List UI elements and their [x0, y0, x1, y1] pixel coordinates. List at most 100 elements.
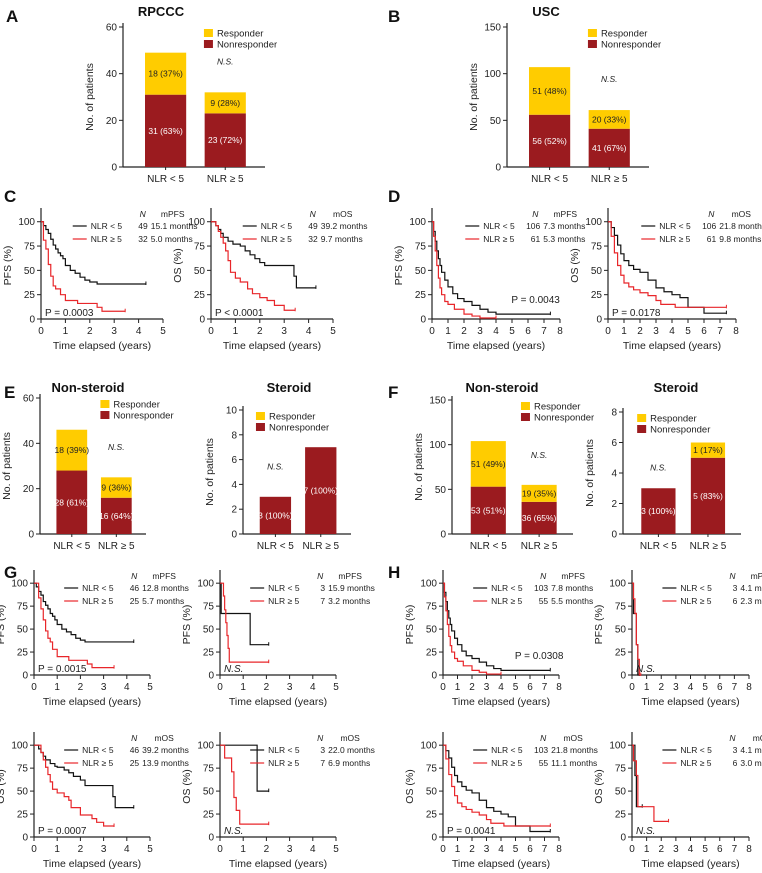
- x-tick-label: NLR ≥ 5: [98, 541, 135, 552]
- y-axis-label: No. of patients: [468, 63, 480, 131]
- y-tick-label: 60: [106, 23, 118, 34]
- nlr-high-survival-curve: [443, 744, 551, 827]
- bar-data-label: 41 (67%): [592, 143, 627, 153]
- nonresponder-bar: [529, 114, 571, 167]
- x-tick-label: 0: [440, 682, 446, 693]
- responder-bar: [56, 429, 88, 471]
- legend-n: 3: [320, 745, 325, 755]
- legend-label: NLR < 5: [268, 745, 300, 755]
- x-tick-label: 4: [493, 326, 499, 337]
- y-tick-label: 150: [429, 396, 446, 407]
- y-tick-label: 0: [208, 671, 214, 682]
- legend-label: Nonresponder: [534, 413, 594, 424]
- y-tick-label: 0: [620, 833, 626, 844]
- y-tick-label: 0: [431, 833, 437, 844]
- legend-median: 4.1 months: [740, 745, 762, 755]
- y-axis-label: PFS (%): [181, 605, 193, 645]
- y-axis-label: No. of patients: [204, 438, 216, 506]
- x-axis-label: Time elapsed (years): [229, 858, 327, 870]
- significance-annotation: N.S.: [531, 450, 548, 460]
- nlr-low-survival-curve: [220, 744, 269, 792]
- y-tick-label: 50: [24, 266, 36, 277]
- x-axis-label: Time elapsed (years): [53, 340, 151, 352]
- x-tick-label: NLR < 5: [147, 174, 184, 185]
- x-tick-label: 1: [240, 844, 246, 855]
- legend-label: NLR ≥ 5: [491, 596, 522, 606]
- bar-data-label: 51 (49%): [471, 459, 506, 469]
- y-axis-label: PFS (%): [404, 605, 416, 645]
- y-tick-label: 0: [231, 530, 237, 541]
- y-tick-label: 75: [17, 764, 29, 775]
- y-tick-label: 25: [24, 290, 36, 301]
- x-tick-label: 2: [469, 682, 475, 693]
- y-tick-label: 50: [426, 787, 438, 798]
- x-tick-label: 6: [717, 844, 723, 855]
- y-tick-label: 75: [203, 764, 215, 775]
- x-tick-label: 1: [240, 682, 246, 693]
- y-tick-label: 50: [615, 787, 627, 798]
- y-axis-label: OS (%): [172, 248, 184, 282]
- y-axis-label: No. of patients: [584, 439, 596, 507]
- legend-n: 103: [534, 583, 548, 593]
- legend-n: 25: [130, 758, 140, 768]
- p-value: P < 0.0001: [215, 308, 264, 319]
- nonresponder-bar: [259, 496, 292, 534]
- legend-header-n: N: [729, 733, 736, 743]
- legend-header-median: mPFS: [338, 571, 362, 581]
- y-axis-label: OS (%): [569, 248, 581, 282]
- panel-letter: F: [388, 383, 398, 402]
- y-tick-label: 0: [199, 315, 205, 326]
- y-axis-label: OS (%): [0, 769, 7, 803]
- x-tick-label: 7: [541, 326, 547, 337]
- x-tick-label: 0: [429, 326, 435, 337]
- nlr-low-survival-curve: [432, 221, 551, 315]
- chart-title: Steroid: [654, 380, 699, 395]
- x-tick-label: 3: [287, 682, 293, 693]
- x-tick-label: 5: [513, 682, 519, 693]
- legend-label: Responder: [217, 29, 263, 40]
- x-axis-label: Time elapsed (years): [641, 696, 739, 708]
- legend-label: Nonresponder: [217, 40, 277, 51]
- legend-n: 103: [534, 745, 548, 755]
- x-tick-label: 0: [31, 844, 37, 855]
- y-tick-label: 60: [23, 394, 35, 405]
- y-axis-label: No. of patients: [1, 432, 13, 500]
- x-tick-label: 2: [78, 844, 84, 855]
- y-tick-label: 25: [591, 290, 603, 301]
- x-tick-label: 0: [440, 844, 446, 855]
- y-tick-label: 100: [585, 217, 602, 228]
- x-tick-label: 3: [484, 682, 490, 693]
- x-tick-label: NLR < 5: [53, 541, 90, 552]
- responder-legend-swatch: [100, 400, 110, 408]
- x-tick-label: 1: [644, 682, 650, 693]
- nlr-high-survival-curve: [443, 582, 501, 675]
- y-tick-label: 4: [611, 469, 617, 480]
- x-tick-label: 3: [653, 326, 659, 337]
- x-tick-label: 4: [688, 844, 694, 855]
- legend-label: NLR < 5: [491, 745, 523, 755]
- legend-median: 21.8 months: [551, 745, 598, 755]
- x-tick-label: 2: [658, 844, 664, 855]
- nlr-high-survival-curve: [608, 221, 727, 308]
- x-tick-label: 5: [333, 844, 339, 855]
- legend-median: 6.9 months: [328, 758, 370, 768]
- panel-letter: G: [4, 563, 17, 582]
- x-axis-label: Time elapsed (years): [641, 858, 739, 870]
- x-tick-label: 5: [509, 326, 515, 337]
- legend-label: NLR ≥ 5: [268, 596, 299, 606]
- y-tick-label: 2: [231, 505, 237, 516]
- x-axis-label: Time elapsed (years): [452, 858, 550, 870]
- x-axis-label: Time elapsed (years): [623, 340, 721, 352]
- x-tick-label: 5: [702, 844, 708, 855]
- x-tick-label: 0: [605, 326, 611, 337]
- panel-letter: A: [6, 7, 18, 26]
- y-tick-label: 0: [28, 530, 34, 541]
- nlr-high-survival-curve: [432, 221, 496, 319]
- x-axis-label: Time elapsed (years): [447, 340, 545, 352]
- y-tick-label: 100: [18, 217, 35, 228]
- nlr-high-survival-curve: [220, 582, 269, 663]
- y-tick-label: 100: [409, 217, 426, 228]
- y-tick-label: 0: [620, 671, 626, 682]
- x-tick-label: 1: [54, 682, 60, 693]
- nonresponder-bar: [305, 447, 337, 534]
